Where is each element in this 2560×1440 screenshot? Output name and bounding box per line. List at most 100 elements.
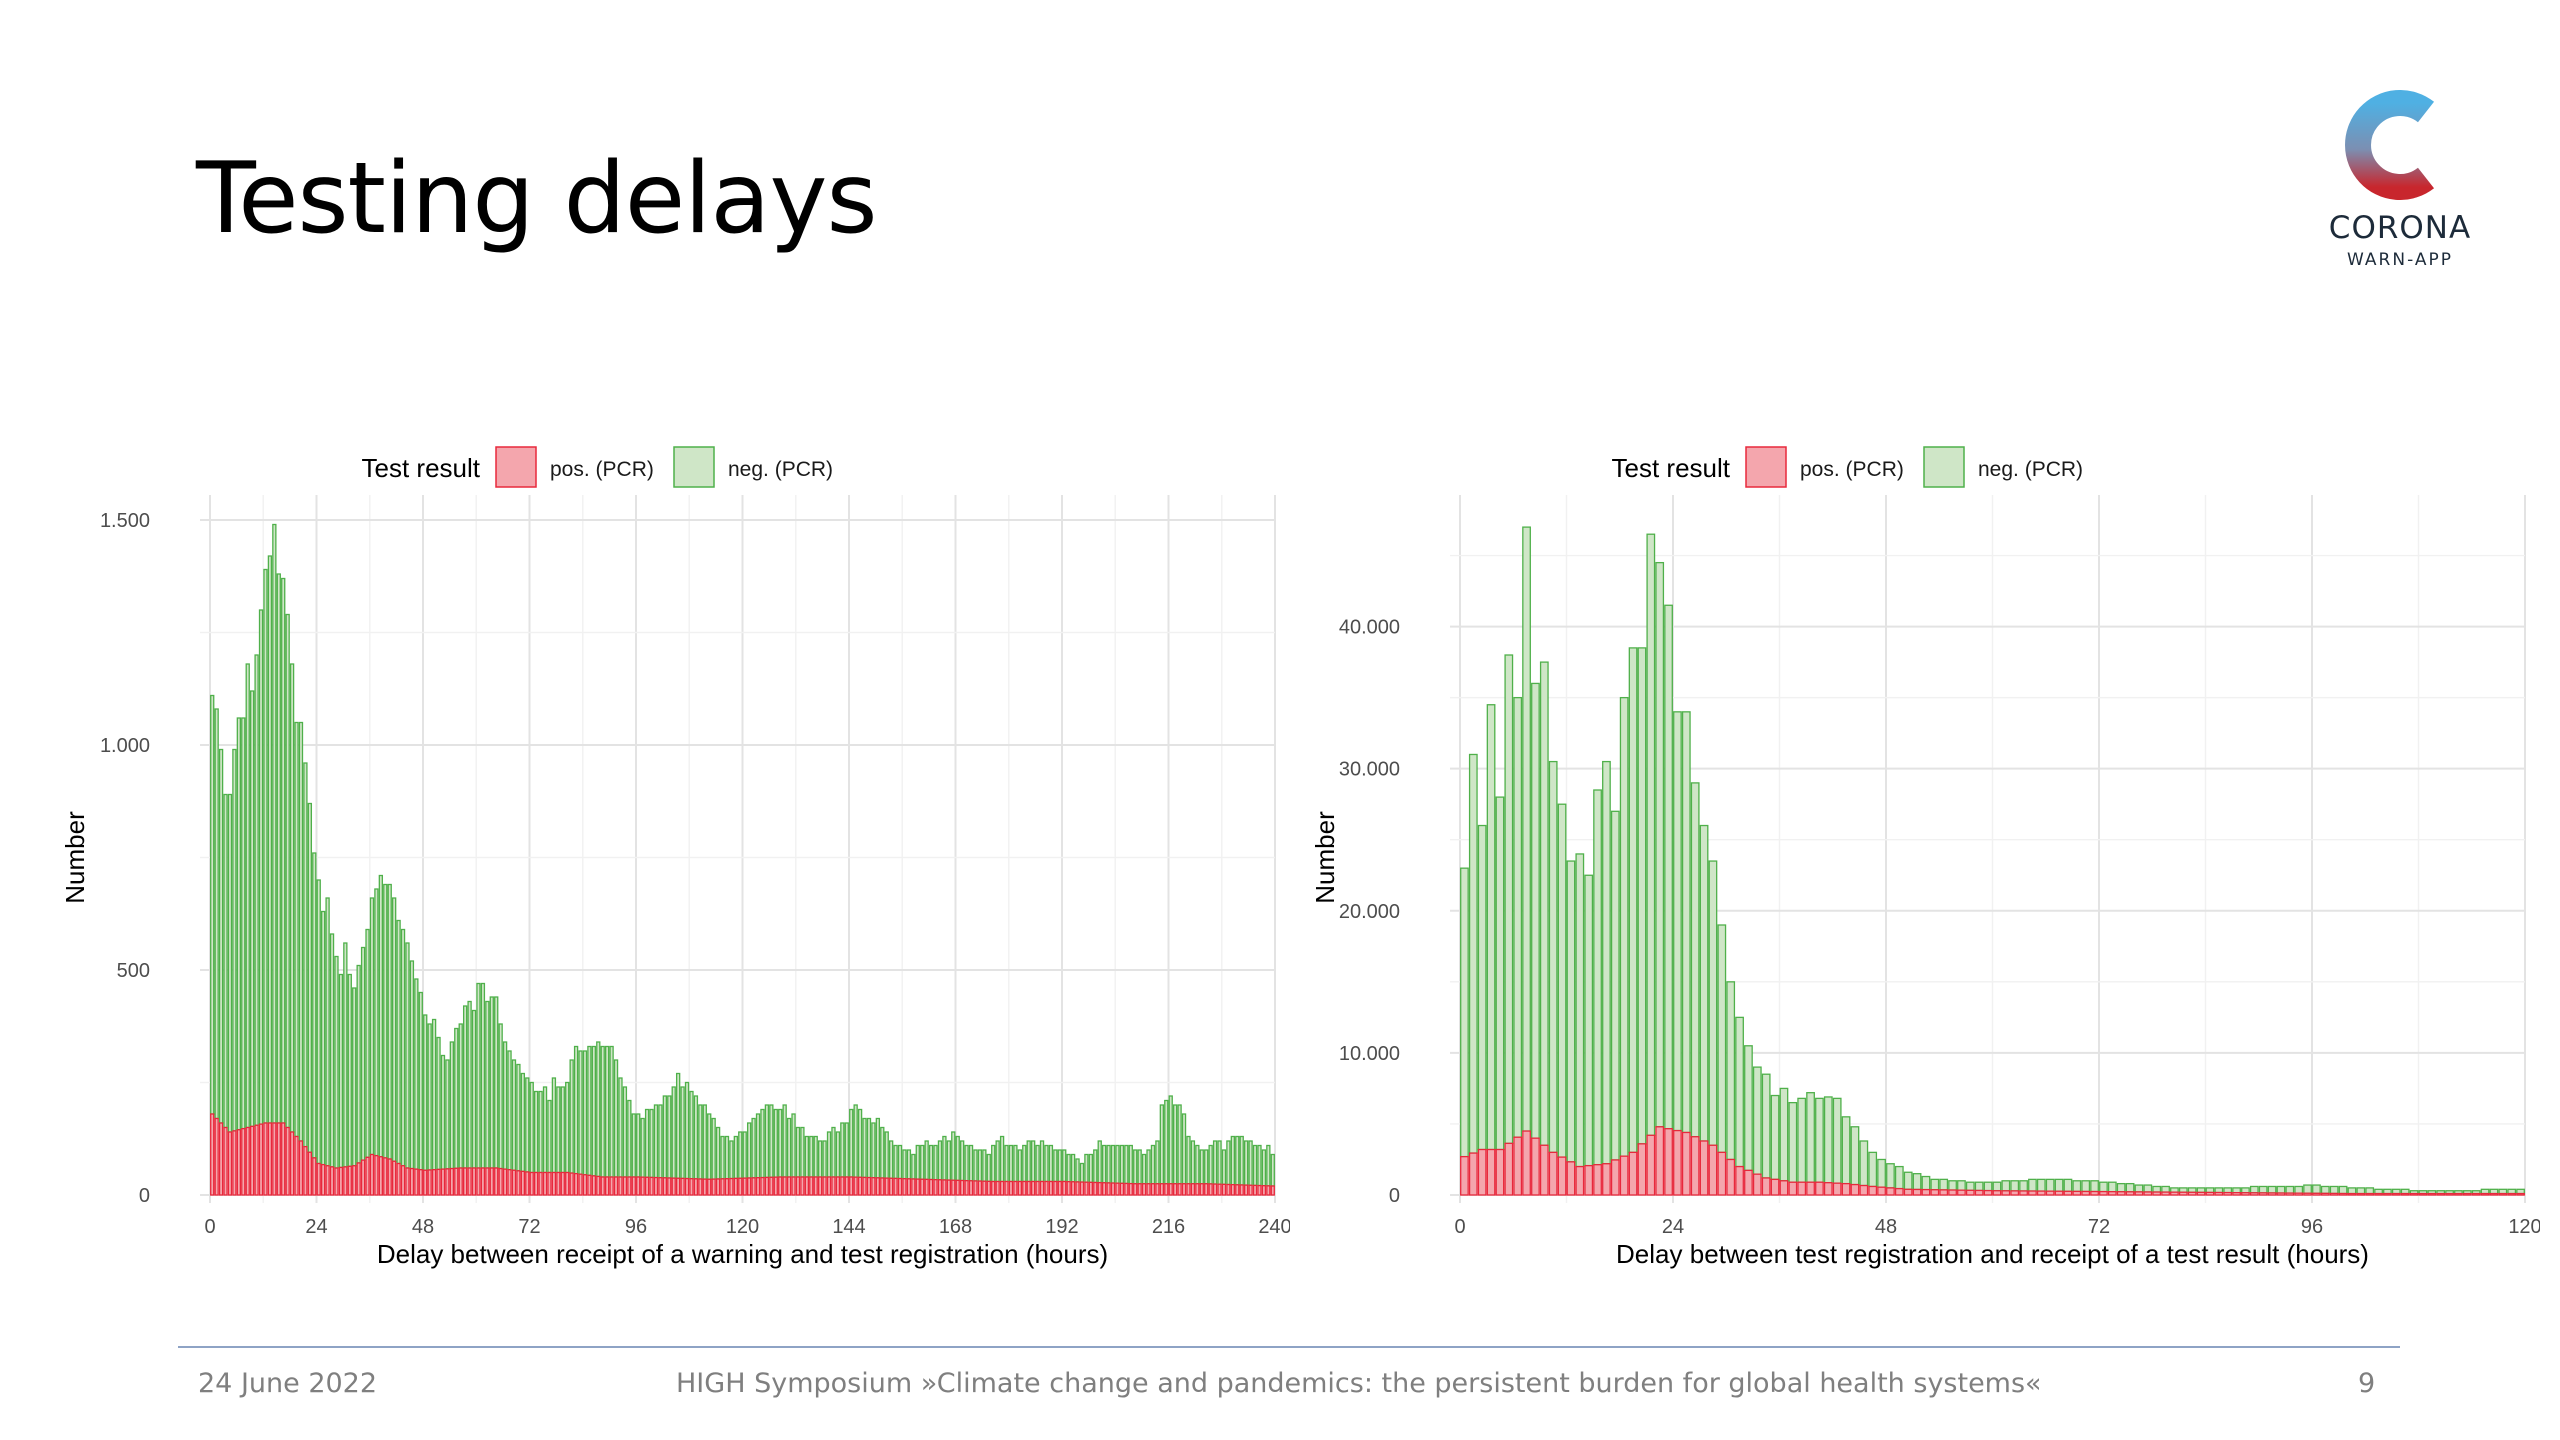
bar-neg — [1983, 1181, 1993, 1192]
bar-neg — [1797, 1097, 1807, 1183]
bar-neg — [2001, 1180, 2011, 1192]
bar-pos — [2178, 1191, 2188, 1196]
bar-neg — [400, 928, 406, 1167]
bar-neg — [1008, 1144, 1014, 1183]
bar-neg — [294, 721, 299, 1138]
bar-pos — [547, 1171, 552, 1196]
bar-neg — [911, 1153, 916, 1180]
bar-neg — [888, 1140, 894, 1179]
bar-neg — [973, 1149, 978, 1182]
bar-neg — [1195, 1144, 1200, 1185]
bar-neg — [1097, 1140, 1102, 1184]
bar-neg — [1788, 1101, 1798, 1183]
bar-neg — [946, 1140, 952, 1181]
bar-neg — [1075, 1158, 1080, 1183]
bar-neg — [733, 1135, 739, 1180]
bar-neg — [1673, 711, 1682, 1132]
bar-neg — [423, 1014, 428, 1171]
bar-neg — [1221, 1149, 1227, 1185]
bar-pos — [1035, 1180, 1040, 1196]
bar-pos — [1983, 1189, 1993, 1196]
bar-pos — [2010, 1190, 2020, 1196]
bar-pos — [258, 1123, 264, 1196]
bar-pos — [241, 1127, 246, 1196]
bar-neg — [2205, 1187, 2215, 1194]
bar-neg — [618, 1077, 623, 1178]
y-axis-label: Number — [60, 811, 90, 904]
bar-neg — [476, 982, 481, 1169]
bar-pos — [1948, 1189, 1957, 1196]
bar-neg — [1141, 1153, 1147, 1185]
bar-neg — [267, 555, 273, 1124]
bar-neg — [489, 996, 494, 1169]
bar-neg — [2143, 1184, 2153, 1193]
bar-neg — [1079, 1162, 1085, 1183]
bar-pos — [2214, 1191, 2224, 1196]
x-tick-label: 0 — [204, 1216, 215, 1238]
bar-neg — [520, 1072, 526, 1173]
bar-neg — [1266, 1144, 1271, 1187]
bar-pos — [1557, 1156, 1567, 1196]
bar-pos — [405, 1167, 410, 1196]
bar-pos — [2134, 1191, 2144, 1196]
bar-pos — [511, 1169, 517, 1196]
bar-pos — [285, 1126, 290, 1196]
bar-neg — [1093, 1149, 1098, 1184]
bar-neg — [378, 874, 384, 1158]
bar-neg — [2303, 1184, 2312, 1194]
bar-neg — [1912, 1173, 1922, 1191]
bar-pos — [689, 1178, 694, 1196]
bar-pos — [2107, 1191, 2117, 1196]
bar-neg — [1088, 1153, 1094, 1183]
bar-pos — [227, 1131, 233, 1196]
bar-neg — [1610, 810, 1620, 1161]
bar-pos — [835, 1176, 841, 1196]
bar-neg — [2152, 1185, 2162, 1193]
bar-neg — [738, 1131, 743, 1179]
bar-pos — [1115, 1182, 1120, 1196]
bar-pos — [396, 1162, 401, 1196]
bar-neg — [2081, 1180, 2091, 1193]
bar-pos — [2276, 1192, 2286, 1196]
bar-pos — [729, 1177, 734, 1196]
bar-pos — [1788, 1181, 1798, 1196]
bar-neg — [769, 1104, 774, 1178]
bar-pos — [538, 1171, 543, 1196]
bar-neg — [622, 1086, 628, 1178]
bar-pos — [1548, 1151, 1558, 1196]
bar-neg — [880, 1126, 885, 1179]
bar-neg — [391, 897, 397, 1162]
x-axis-label: Delay between receipt of a warning and t… — [377, 1239, 1108, 1269]
bar-pos — [1141, 1183, 1147, 1196]
bar-pos — [2329, 1192, 2339, 1196]
y-tick-label: 10.000 — [1339, 1043, 1400, 1065]
bar-pos — [1199, 1183, 1204, 1196]
bar-neg — [1770, 1094, 1780, 1181]
bar-pos — [707, 1178, 712, 1196]
bar-pos — [1806, 1181, 1815, 1196]
bar-neg — [1159, 1104, 1165, 1185]
bar-pos — [1664, 1128, 1673, 1196]
bar-pos — [1008, 1180, 1014, 1196]
bar-pos — [303, 1145, 308, 1196]
bar-neg — [494, 996, 499, 1169]
x-tick-label: 120 — [726, 1216, 759, 1238]
bar-neg — [1832, 1097, 1842, 1184]
bar-neg — [1690, 782, 1700, 1138]
bar-neg — [871, 1122, 876, 1179]
bar-pos — [423, 1169, 428, 1196]
bar-neg — [1850, 1126, 1860, 1186]
bar-pos — [1779, 1180, 1789, 1196]
corona-warn-app-logo: CORONA WARN-APP — [2310, 90, 2490, 280]
bar-neg — [1239, 1135, 1244, 1186]
bar-pos — [1832, 1182, 1842, 1196]
bar-pos — [1504, 1142, 1514, 1196]
bar-neg — [1133, 1149, 1138, 1185]
bar-neg — [800, 1126, 805, 1178]
bar-pos — [609, 1176, 614, 1196]
bar-pos — [2267, 1192, 2277, 1196]
bar-neg — [627, 1099, 632, 1178]
bar-neg — [249, 690, 255, 1128]
bar-neg — [542, 1086, 548, 1174]
footer-event-title: HIGH Symposium »Climate change and pande… — [676, 1368, 2042, 1399]
